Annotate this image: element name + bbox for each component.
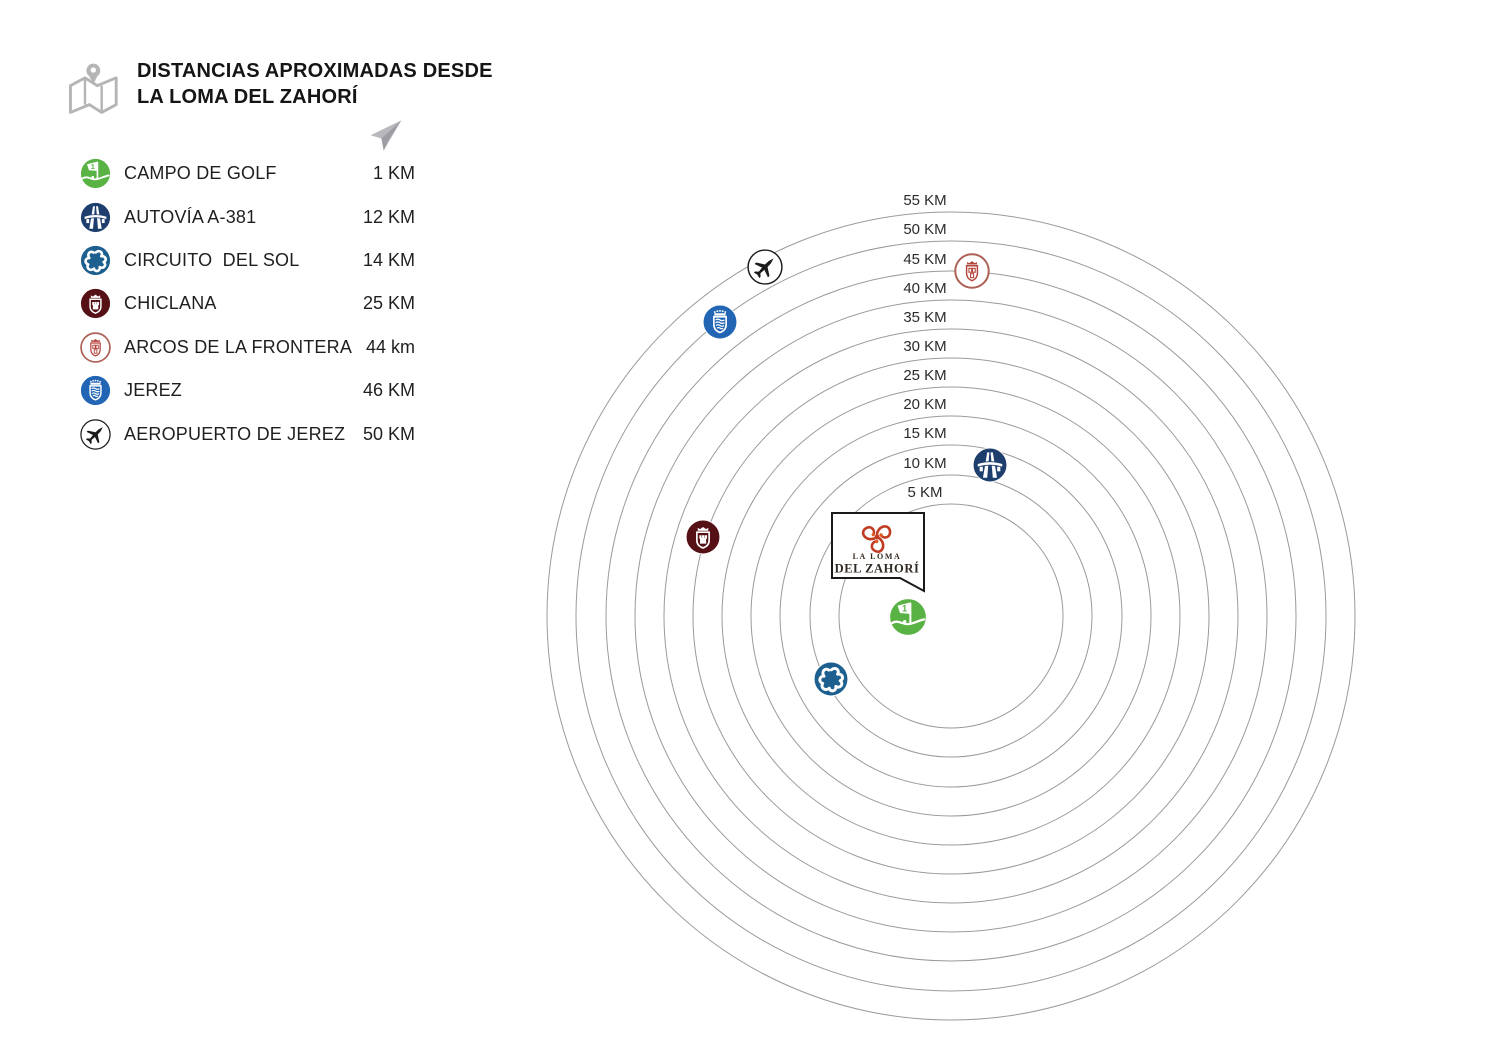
ring-label: 55 KM — [903, 192, 946, 209]
ring-label: 30 KM — [903, 338, 946, 355]
navigation-arrow-icon — [370, 120, 402, 151]
legend-label: CHICLANA — [124, 293, 217, 314]
center-location-bubble: LA LOMA DEL ZAHORÍ — [831, 512, 925, 593]
legend-distance: 1 KM — [372, 163, 415, 184]
ring-label: 25 KM — [903, 367, 946, 384]
legend-distance: 46 KM — [362, 380, 415, 401]
distance-ring — [634, 299, 1268, 933]
distance-ring — [838, 503, 1064, 729]
arcos-crest-icon — [80, 331, 111, 363]
page-title-line1: DISTANCIAS APROXIMADAS DESDE — [137, 60, 493, 82]
legend-label: AEROPUERTO DE JEREZ — [124, 423, 346, 444]
legend-item: AEROPUERTO DE JEREZ 50 KM — [80, 412, 415, 455]
ring-label: 15 KM — [903, 425, 946, 442]
ring-label: 45 KM — [903, 251, 946, 268]
page-title-line2: LA LOMA DEL ZAHORÍ — [137, 86, 358, 108]
center-label-line1: LA LOMA — [853, 552, 902, 561]
racetrack-icon — [80, 245, 111, 276]
jerez-crest-icon — [80, 375, 111, 406]
airplane-icon — [80, 418, 111, 450]
legend-label: CIRCUITO DEL SOL — [124, 249, 300, 270]
legend-distance: 25 KM — [362, 293, 415, 314]
la-loma-del-zahori-logo-icon — [861, 525, 892, 553]
ring-label: 40 KM — [903, 280, 946, 297]
distance-ring — [750, 415, 1152, 817]
legend-item: CHICLANA 25 KM — [80, 282, 415, 325]
distance-ring — [721, 386, 1181, 846]
marker-circuito-del-sol — [813, 661, 849, 697]
map-with-pin-icon — [69, 63, 118, 114]
distance-ring — [575, 240, 1327, 992]
legend-distance: 14 KM — [362, 249, 415, 270]
legend-distance: 44 km — [365, 336, 415, 357]
legend-item: 1 CAMPO DE GOLF 1 KM — [80, 152, 415, 195]
distance-ring — [692, 357, 1210, 875]
highway-icon — [80, 201, 111, 233]
chiclana-crest-icon — [80, 288, 111, 320]
legend: 1 CAMPO DE GOLF 1 KM AUTOVÍA A-381 12 KM CI… — [80, 152, 415, 456]
legend-label: ARCOS DE LA FRONTERA — [124, 336, 353, 357]
distance-ring — [663, 328, 1239, 904]
ring-label: 10 KM — [903, 455, 946, 472]
center-label-line2: DEL ZAHORÍ — [835, 562, 920, 576]
distance-ring — [546, 211, 1356, 1021]
ring-label: 50 KM — [903, 221, 946, 238]
legend-item: JEREZ 46 KM — [80, 369, 415, 412]
marker-autovia-a381 — [972, 447, 1008, 483]
page-title: DISTANCIAS APROXIMADAS DESDE LA LOMA DEL… — [137, 58, 557, 110]
distance-ring — [605, 270, 1297, 962]
legend-label: AUTOVÍA A-381 — [124, 206, 257, 227]
legend-item: CIRCUITO DEL SOL 14 KM — [80, 239, 415, 282]
distance-ring — [809, 474, 1093, 758]
marker-chiclana — [685, 519, 721, 555]
marker-jerez — [702, 304, 738, 340]
marker-arcos-de-la-frontera — [954, 253, 990, 289]
marker-campo-de-golf: 1 — [889, 598, 927, 636]
svg-text:1: 1 — [902, 604, 907, 614]
distance-ring — [779, 444, 1123, 788]
marker-aeropuerto-de-jerez — [747, 249, 783, 285]
svg-text:1: 1 — [91, 162, 95, 171]
ring-label: 20 KM — [903, 396, 946, 413]
legend-item: ARCOS DE LA FRONTERA 44 km — [80, 326, 415, 369]
legend-label: CAMPO DE GOLF — [124, 163, 277, 184]
legend-distance: 50 KM — [362, 423, 415, 444]
legend-distance: 12 KM — [362, 206, 415, 227]
golf-icon: 1 — [80, 158, 111, 190]
ring-label: 35 KM — [903, 309, 946, 326]
legend-label: JEREZ — [124, 380, 183, 401]
ring-label: 5 KM — [907, 484, 942, 501]
legend-item: AUTOVÍA A-381 12 KM — [80, 195, 415, 238]
